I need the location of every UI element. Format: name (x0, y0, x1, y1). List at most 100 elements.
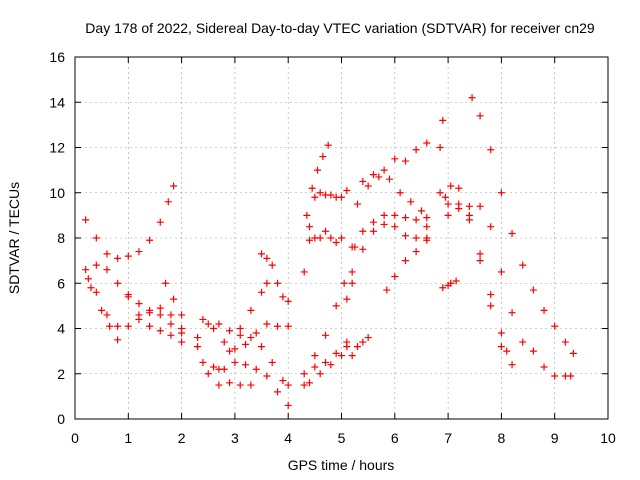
data-point (551, 372, 559, 380)
data-point (82, 266, 90, 274)
data-point (380, 166, 388, 174)
data-point (380, 211, 388, 219)
data-point (508, 361, 516, 369)
data-point (316, 189, 324, 197)
series-track-28 (441, 182, 575, 380)
data-point (383, 286, 391, 294)
data-point (247, 334, 255, 342)
data-point (300, 370, 308, 378)
data-point (156, 304, 164, 312)
data-point (439, 284, 447, 292)
series-track-1 (82, 182, 178, 262)
series-track-29 (439, 277, 460, 292)
x-tick-label: 2 (178, 430, 186, 446)
data-point (252, 329, 260, 337)
x-tick-label: 0 (71, 430, 79, 446)
data-point (487, 146, 495, 154)
series-track-25 (343, 243, 359, 303)
data-point (476, 202, 484, 210)
data-point (226, 327, 234, 335)
data-point (529, 347, 537, 355)
x-tick-label: 4 (284, 430, 292, 446)
x-tick-label: 10 (600, 430, 616, 446)
x-tick-label: 9 (551, 430, 559, 446)
y-tick-label: 16 (49, 49, 65, 65)
data-point (84, 275, 92, 283)
y-tick-label: 8 (57, 230, 65, 246)
data-point (263, 372, 271, 380)
data-point (303, 211, 311, 219)
data-point (380, 220, 388, 228)
series-track-6 (162, 279, 186, 319)
data-point (210, 325, 218, 332)
data-point (215, 320, 223, 328)
data-point (447, 182, 455, 190)
data-point (268, 261, 276, 269)
data-point (343, 338, 351, 346)
data-point (231, 358, 239, 366)
data-point (135, 300, 143, 308)
data-point (327, 361, 335, 369)
data-point (412, 216, 420, 224)
data-point (215, 381, 223, 389)
data-point (194, 334, 202, 342)
data-point (316, 370, 324, 378)
data-point (204, 370, 212, 378)
data-point (476, 250, 484, 258)
data-point (364, 334, 372, 342)
data-point (146, 236, 154, 244)
y-tick-label: 6 (57, 275, 65, 291)
data-point (452, 277, 460, 285)
x-tick-label: 7 (444, 430, 452, 446)
series-track-22 (359, 139, 431, 185)
data-point (263, 320, 271, 328)
series-track-10 (194, 343, 255, 389)
series-track-15 (303, 141, 332, 219)
data-point (106, 322, 114, 330)
data-point (167, 331, 175, 339)
data-point (343, 186, 351, 194)
data-point (569, 349, 577, 357)
series-track-4 (87, 284, 122, 344)
data-point (529, 286, 537, 294)
data-point (236, 381, 244, 389)
data-point (311, 193, 319, 201)
data-point (412, 248, 420, 256)
data-point (210, 363, 218, 371)
x-tick-label: 1 (124, 430, 132, 446)
data-point (236, 331, 244, 339)
data-point (226, 379, 234, 387)
data-point (194, 343, 202, 351)
series-track-9 (199, 315, 292, 353)
data-point (252, 365, 260, 373)
data-point (178, 338, 186, 346)
data-point (407, 198, 415, 206)
data-point (444, 211, 452, 219)
data-point (332, 239, 340, 247)
data-point (353, 200, 361, 208)
y-tick-label: 12 (49, 140, 65, 156)
data-point (156, 327, 164, 335)
data-point (236, 325, 244, 332)
data-point (364, 182, 372, 190)
data-point (114, 336, 122, 344)
data-point (300, 268, 308, 276)
data-point (167, 320, 175, 328)
data-point (401, 214, 409, 222)
data-point (92, 261, 100, 269)
data-point (391, 155, 399, 163)
data-point (497, 189, 505, 197)
data-point (436, 144, 444, 151)
series-track-27 (436, 189, 511, 355)
series-track-14 (306, 186, 351, 231)
data-point (441, 193, 449, 201)
data-point (359, 245, 367, 253)
data-point (444, 200, 452, 208)
data-point (391, 272, 399, 280)
data-point (242, 361, 250, 369)
data-point (92, 234, 100, 242)
data-point (551, 322, 559, 330)
data-point (332, 349, 340, 357)
y-tick-label: 10 (49, 185, 65, 201)
